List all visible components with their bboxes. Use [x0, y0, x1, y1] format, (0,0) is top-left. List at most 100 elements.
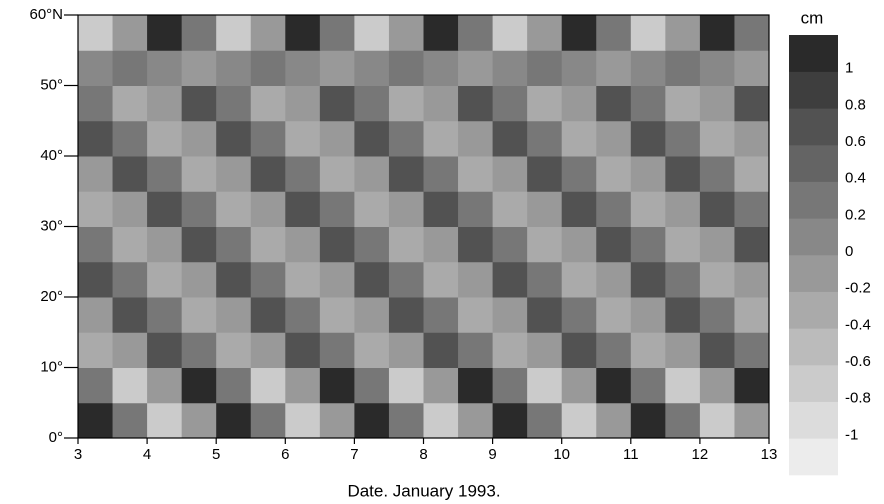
colorbar-tick-label: -0.6: [845, 353, 871, 370]
heatmap-cell: [492, 367, 528, 404]
heatmap-cell: [216, 226, 252, 263]
heatmap-cell: [699, 402, 735, 439]
heatmap-cell: [78, 332, 114, 368]
heatmap-cell: [78, 367, 114, 404]
heatmap-cell: [492, 120, 528, 157]
heatmap-cell: [630, 226, 666, 263]
heatmap-cell: [423, 226, 459, 263]
heatmap-cell: [458, 261, 494, 298]
heatmap-cell: [285, 261, 321, 298]
heatmap-cell: [216, 120, 252, 157]
heatmap-cell: [527, 191, 563, 227]
heatmap-cell: [630, 50, 666, 86]
heatmap-cell: [527, 120, 563, 157]
heatmap-cell: [319, 50, 355, 86]
heatmap-cell: [423, 50, 459, 86]
heatmap-cell: [354, 402, 390, 439]
colorbar-band: [789, 108, 838, 146]
x-tick-label: 3: [74, 446, 82, 463]
heatmap-cell: [388, 367, 424, 404]
heatmap-cell: [319, 191, 355, 227]
heatmap-cell: [388, 261, 424, 298]
heatmap-cell: [216, 261, 252, 298]
heatmap-cell: [596, 85, 632, 122]
heatmap-cell: [216, 15, 252, 51]
heatmap-cell: [699, 261, 735, 298]
heatmap-cell: [147, 297, 183, 333]
heatmap-cell: [354, 226, 390, 263]
heatmap-cell: [734, 367, 770, 404]
heatmap-cell: [699, 297, 735, 333]
heatmap-cell: [492, 85, 528, 122]
heatmap-cell: [699, 15, 735, 51]
heatmap-cell: [216, 85, 252, 122]
heatmap-cell: [561, 15, 597, 51]
heatmap-cell: [112, 297, 148, 333]
heatmap-cell: [492, 261, 528, 298]
heatmap-cell: [458, 367, 494, 404]
heatmap-cell: [319, 226, 355, 263]
colorbar-band: [789, 255, 838, 292]
colorbar-title: cm: [801, 8, 824, 27]
heatmap-cell: [285, 85, 321, 122]
heatmap-cell: [285, 402, 321, 439]
heatmap-cell: [216, 367, 252, 404]
heatmap-cell: [665, 191, 701, 227]
heatmap-cell: [250, 367, 286, 404]
heatmap-cell: [388, 191, 424, 227]
heatmap-cell: [216, 332, 252, 368]
heatmap-cell: [112, 226, 148, 263]
heatmap-cell: [665, 226, 701, 263]
heatmap-cell: [112, 367, 148, 404]
colorbar-band: [789, 218, 838, 256]
heatmap-cell: [527, 156, 563, 192]
colorbar-band: [789, 145, 838, 182]
heatmap-cell: [354, 156, 390, 192]
heatmap-cell: [112, 191, 148, 227]
x-tick-label: 13: [761, 446, 778, 463]
heatmap-cell: [527, 15, 563, 51]
heatmap-cell: [250, 402, 286, 439]
heatmap-cell: [147, 120, 183, 157]
heatmap-cell: [354, 297, 390, 333]
heatmap-cell: [458, 332, 494, 368]
heatmap-cell: [147, 50, 183, 86]
heatmap-cell: [596, 50, 632, 86]
heatmap-cell: [78, 15, 114, 51]
colorbar-band: [789, 181, 838, 219]
heatmap-cell: [492, 15, 528, 51]
heatmap-cell: [216, 191, 252, 227]
heatmap-cell: [354, 120, 390, 157]
colorbar-tick-label: 0.8: [845, 96, 866, 113]
heatmap-cell: [250, 332, 286, 368]
y-tick-label: 0°: [49, 429, 63, 446]
heatmap-cell: [216, 50, 252, 86]
heatmap-cell: [181, 261, 217, 298]
heatmap-cell: [734, 120, 770, 157]
heatmap-cell: [181, 15, 217, 51]
x-tick-label: 6: [281, 446, 289, 463]
heatmap-cell: [527, 261, 563, 298]
heatmap-cell: [665, 120, 701, 157]
heatmap-cell: [112, 85, 148, 122]
heatmap-cell: [147, 191, 183, 227]
heatmap-cell: [354, 261, 390, 298]
heatmap-cell: [354, 367, 390, 404]
heatmap-cell: [112, 156, 148, 192]
heatmap-cell: [285, 120, 321, 157]
heatmap-cell: [630, 191, 666, 227]
heatmap-cell: [319, 332, 355, 368]
heatmap-cell: [492, 226, 528, 263]
heatmap-cell: [285, 297, 321, 333]
heatmap-cell: [181, 297, 217, 333]
heatmap-cell: [78, 402, 114, 439]
heatmap-cell: [561, 85, 597, 122]
heatmap-cell: [250, 15, 286, 51]
heatmap-cell: [181, 367, 217, 404]
heatmap-cell: [112, 402, 148, 439]
heatmap-cell: [388, 156, 424, 192]
colorbar-tick-label: -0.8: [845, 390, 871, 407]
x-tick-label: 4: [143, 446, 151, 463]
heatmap-cell: [699, 191, 735, 227]
